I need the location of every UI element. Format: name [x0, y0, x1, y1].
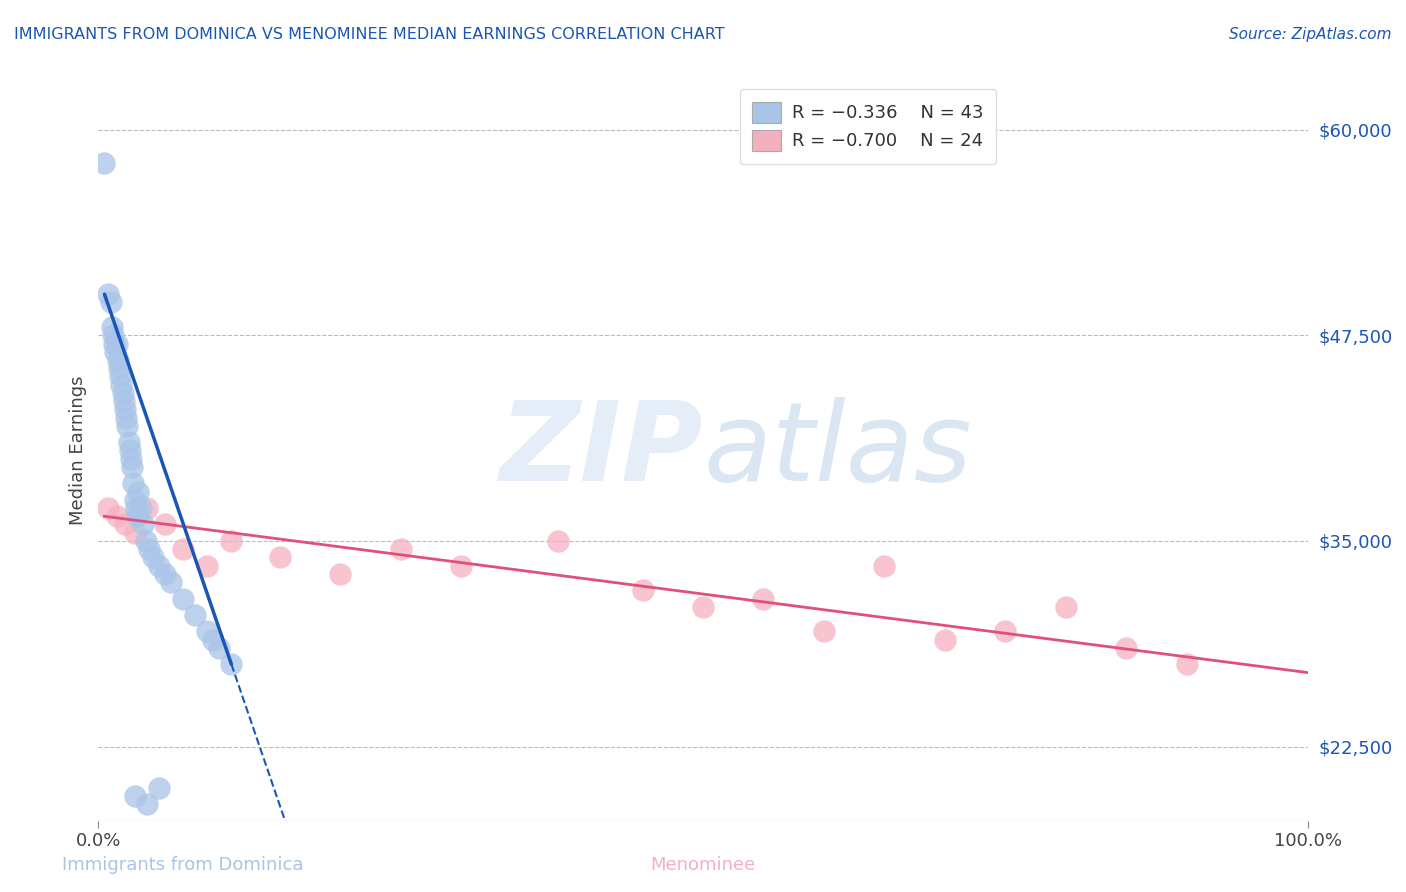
Point: [105, 336, 128, 351]
Text: Menominee: Menominee: [651, 856, 755, 874]
Text: IMMIGRANTS FROM DOMINICA VS MENOMINEE MEDIAN EARNINGS CORRELATION CHART: IMMIGRANTS FROM DOMINICA VS MENOMINEE ME…: [14, 27, 724, 42]
Point: [124, 789, 146, 803]
Point: [103, 336, 125, 351]
Point: [221, 533, 243, 548]
Point: [547, 533, 569, 548]
Y-axis label: Median Earnings: Median Earnings: [69, 376, 87, 525]
Point: [104, 344, 127, 359]
Point: [115, 410, 138, 425]
Point: [208, 640, 231, 655]
Point: [97, 287, 120, 301]
Point: [172, 542, 194, 557]
Point: [129, 501, 152, 516]
Point: [160, 575, 183, 590]
Point: [114, 517, 136, 532]
Point: [692, 599, 714, 614]
Point: [114, 402, 136, 417]
Point: [107, 353, 129, 368]
Point: [124, 492, 146, 507]
Point: [111, 385, 134, 400]
Point: [100, 320, 122, 334]
Point: [142, 550, 165, 565]
Point: [112, 394, 135, 409]
Point: [1175, 657, 1198, 672]
Point: [118, 443, 141, 458]
Point: [135, 797, 157, 812]
Point: [105, 509, 128, 524]
Text: atlas: atlas: [703, 397, 972, 504]
Point: [269, 550, 291, 565]
Point: [148, 780, 170, 795]
Point: [202, 632, 225, 647]
Point: [120, 451, 142, 466]
Point: [934, 632, 956, 647]
Point: [1115, 640, 1137, 655]
Point: [450, 558, 472, 573]
Point: [124, 525, 146, 540]
Text: ZIP: ZIP: [499, 397, 703, 504]
Point: [389, 542, 412, 557]
Point: [127, 509, 149, 524]
Point: [93, 155, 115, 169]
Text: Source: ZipAtlas.com: Source: ZipAtlas.com: [1229, 27, 1392, 42]
Point: [122, 476, 145, 491]
Point: [148, 558, 170, 573]
Point: [994, 624, 1017, 639]
Point: [153, 566, 176, 581]
Point: [329, 566, 352, 581]
Point: [127, 484, 149, 499]
Point: [100, 295, 122, 310]
Point: [195, 624, 218, 639]
Point: [138, 542, 160, 557]
Point: [631, 583, 654, 598]
Point: [172, 591, 194, 606]
Point: [184, 607, 207, 622]
Text: Immigrants from Dominica: Immigrants from Dominica: [62, 856, 304, 874]
Point: [221, 657, 243, 672]
Legend: R = −0.336    N = 43, R = −0.700    N = 24: R = −0.336 N = 43, R = −0.700 N = 24: [740, 89, 997, 163]
Point: [195, 558, 218, 573]
Point: [97, 501, 120, 516]
Point: [108, 361, 131, 376]
Point: [813, 624, 835, 639]
Point: [1054, 599, 1077, 614]
Point: [118, 435, 141, 450]
Point: [117, 418, 139, 433]
Point: [108, 369, 131, 384]
Point: [135, 501, 157, 516]
Point: [132, 517, 155, 532]
Point: [110, 377, 132, 392]
Point: [873, 558, 896, 573]
Point: [125, 501, 148, 516]
Point: [153, 517, 176, 532]
Point: [121, 459, 143, 474]
Point: [101, 328, 124, 343]
Point: [135, 533, 157, 548]
Point: [752, 591, 775, 606]
